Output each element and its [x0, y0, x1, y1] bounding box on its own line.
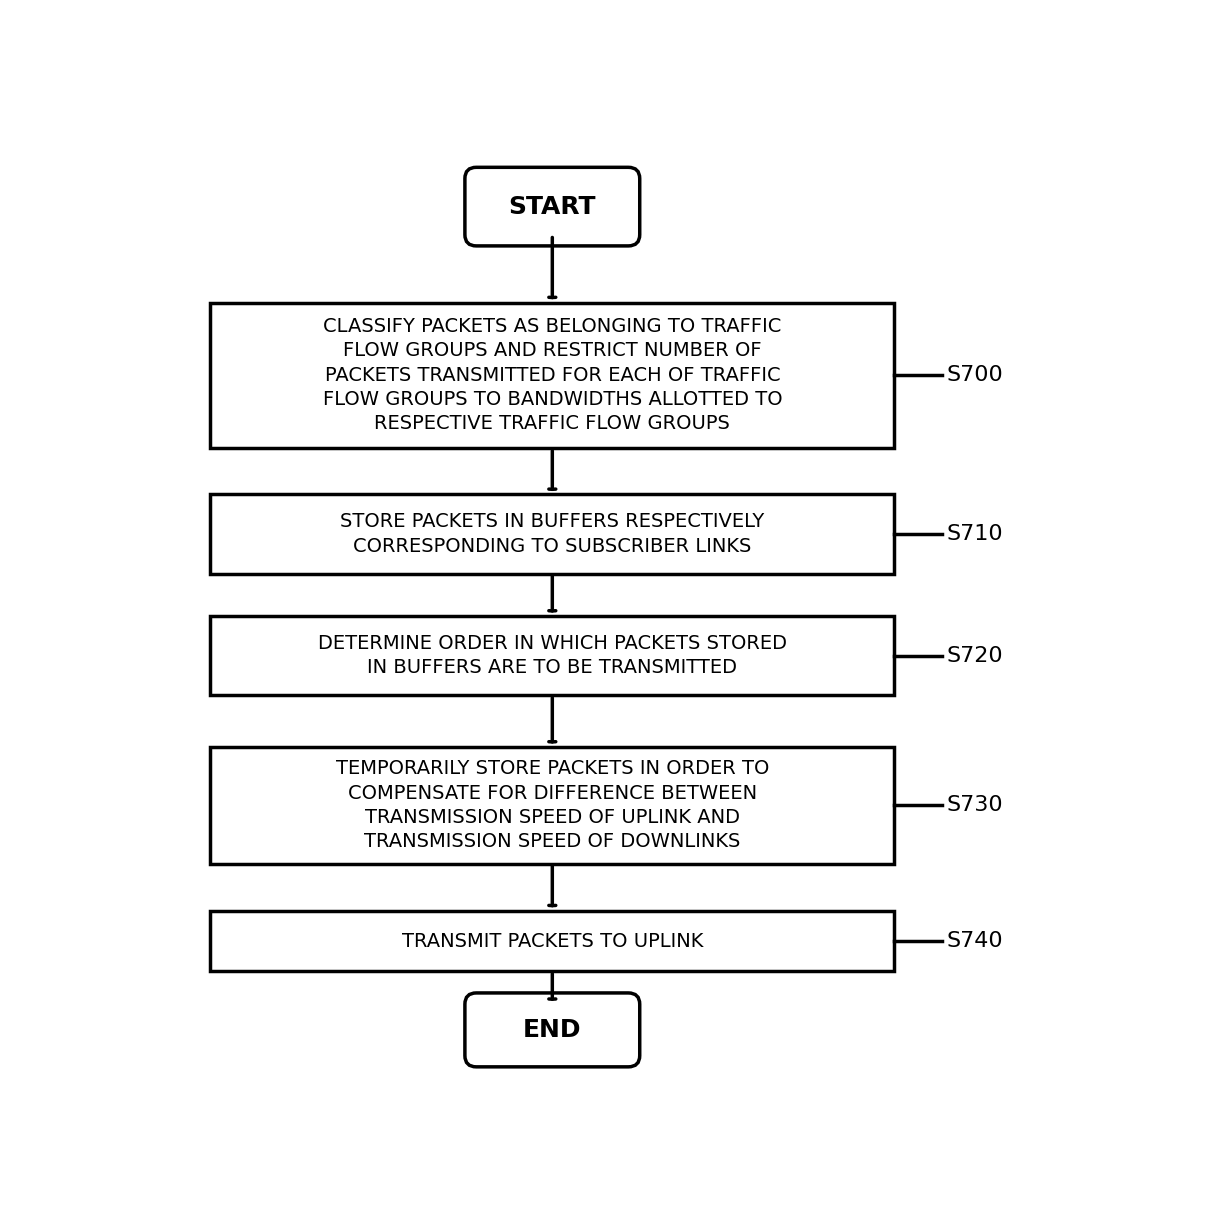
- Text: STORE PACKETS IN BUFFERS RESPECTIVELY
CORRESPONDING TO SUBSCRIBER LINKS: STORE PACKETS IN BUFFERS RESPECTIVELY CO…: [340, 513, 765, 555]
- Text: END: END: [524, 1018, 581, 1042]
- Bar: [211, 747, 895, 864]
- Bar: [211, 616, 895, 695]
- Bar: [211, 495, 895, 573]
- Text: TEMPORARILY STORE PACKETS IN ORDER TO
COMPENSATE FOR DIFFERENCE BETWEEN
TRANSMIS: TEMPORARILY STORE PACKETS IN ORDER TO CO…: [336, 759, 769, 852]
- Text: S740: S740: [946, 931, 1003, 951]
- Text: START: START: [509, 194, 596, 219]
- Text: TRANSMIT PACKETS TO UPLINK: TRANSMIT PACKETS TO UPLINK: [402, 932, 702, 950]
- Text: S710: S710: [946, 524, 1003, 544]
- Bar: [211, 910, 895, 972]
- Text: S730: S730: [946, 796, 1003, 815]
- FancyBboxPatch shape: [465, 993, 640, 1067]
- Text: S720: S720: [946, 645, 1003, 666]
- FancyBboxPatch shape: [465, 168, 640, 245]
- Text: S700: S700: [946, 364, 1003, 385]
- Text: CLASSIFY PACKETS AS BELONGING TO TRAFFIC
FLOW GROUPS AND RESTRICT NUMBER OF
PACK: CLASSIFY PACKETS AS BELONGING TO TRAFFIC…: [322, 317, 782, 433]
- Bar: [211, 303, 895, 447]
- Text: DETERMINE ORDER IN WHICH PACKETS STORED
IN BUFFERS ARE TO BE TRANSMITTED: DETERMINE ORDER IN WHICH PACKETS STORED …: [318, 634, 787, 677]
